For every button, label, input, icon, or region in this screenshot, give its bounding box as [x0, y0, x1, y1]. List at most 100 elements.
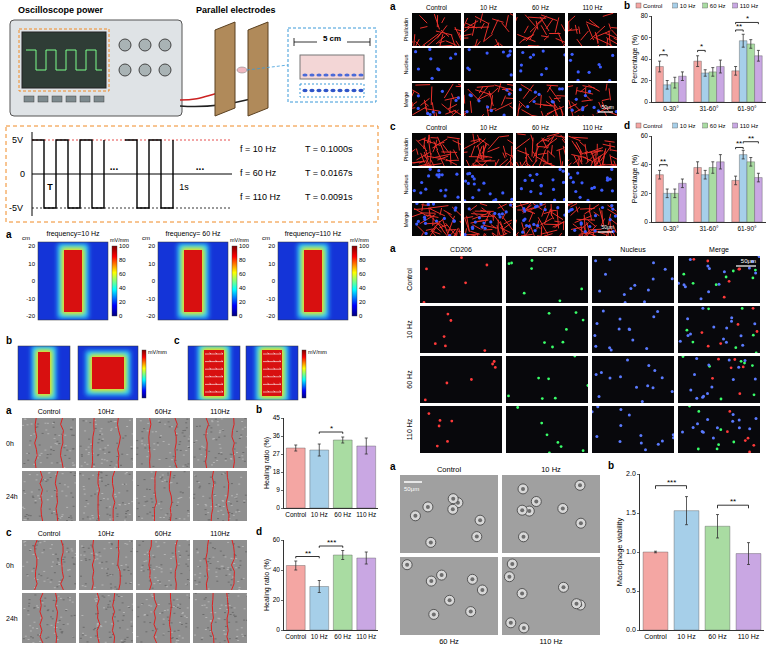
svg-text:-20: -20	[146, 313, 155, 319]
svg-text:Nucleus: Nucleus	[620, 246, 646, 253]
svg-text:a: a	[390, 461, 396, 472]
svg-text:-10: -10	[146, 296, 155, 302]
svg-text:Control: Control	[426, 124, 448, 131]
svg-text:...: ...	[110, 161, 119, 172]
svg-text:mV/mm: mV/mm	[308, 349, 327, 355]
svg-text:60 Hz: 60 Hz	[532, 4, 549, 11]
svg-text:-20: -20	[266, 313, 275, 319]
svg-text:110 Hz: 110 Hz	[740, 3, 759, 9]
svg-text:frequency=10 Hz: frequency=10 Hz	[46, 230, 100, 238]
svg-text:Phalloidin: Phalloidin	[403, 18, 409, 42]
svg-text:**: **	[305, 549, 311, 558]
svg-text:Control: Control	[38, 530, 61, 537]
svg-text:Oscilloscope power: Oscilloscope power	[18, 5, 104, 15]
svg-text:frequency= 60 Hz: frequency= 60 Hz	[165, 230, 221, 238]
svg-text:110Hz: 110Hz	[210, 408, 230, 415]
svg-text:0: 0	[20, 169, 25, 179]
svg-text:0: 0	[272, 278, 276, 284]
svg-text:80: 80	[119, 257, 126, 263]
svg-text:18: 18	[273, 468, 281, 475]
svg-text:50μm: 50μm	[741, 258, 756, 264]
svg-text:**: **	[748, 134, 754, 143]
svg-text:10Hz: 10Hz	[98, 530, 115, 537]
svg-text:Merge: Merge	[403, 212, 409, 228]
svg-text:0-30°: 0-30°	[663, 225, 679, 232]
svg-text:10 Hz: 10 Hz	[480, 124, 497, 131]
svg-text:0: 0	[276, 504, 280, 511]
svg-text:40: 40	[641, 55, 649, 62]
svg-text:60: 60	[641, 132, 649, 139]
svg-text:5V: 5V	[12, 135, 23, 145]
svg-text:60 Hz: 60 Hz	[708, 633, 727, 640]
svg-text:mV/mm: mV/mm	[148, 349, 167, 355]
svg-text:100: 100	[359, 243, 370, 249]
svg-text:T = 0.0091s: T = 0.0091s	[305, 192, 353, 202]
svg-text:Control: Control	[643, 3, 662, 9]
svg-text:frequency=110 Hz: frequency=110 Hz	[285, 230, 342, 238]
svg-text:80: 80	[359, 257, 366, 263]
svg-text:110 Hz: 110 Hz	[356, 633, 376, 640]
svg-text:31-60°: 31-60°	[699, 225, 719, 232]
svg-text:10: 10	[148, 261, 155, 267]
svg-text:10 Hz: 10 Hz	[311, 511, 328, 518]
svg-text:1.5: 1.5	[626, 509, 636, 516]
svg-text:40: 40	[641, 161, 649, 168]
svg-text:-20: -20	[26, 313, 35, 319]
svg-text:***: ***	[667, 478, 676, 487]
svg-text:10 Hz: 10 Hz	[541, 465, 561, 474]
svg-text:0.5: 0.5	[626, 587, 636, 594]
svg-text:0: 0	[644, 98, 648, 105]
svg-text:*: *	[330, 424, 333, 433]
svg-text:40: 40	[273, 566, 281, 573]
svg-text:Control: Control	[644, 633, 667, 640]
svg-text:1s: 1s	[179, 182, 189, 192]
svg-text:110 Hz: 110 Hz	[738, 633, 760, 640]
svg-text:36: 36	[273, 432, 281, 439]
svg-text:24h: 24h	[6, 615, 18, 622]
svg-text:60 Hz: 60 Hz	[334, 511, 351, 518]
svg-text:40: 40	[359, 285, 366, 291]
svg-text:a: a	[390, 1, 396, 12]
svg-text:110 Hz: 110 Hz	[356, 511, 376, 518]
svg-text:a: a	[6, 405, 12, 416]
svg-text:40: 40	[239, 285, 246, 291]
svg-text:Control: Control	[285, 511, 307, 518]
svg-text:0: 0	[32, 278, 36, 284]
svg-text:f = 110 Hz: f = 110 Hz	[240, 192, 281, 202]
svg-text:T: T	[47, 182, 53, 192]
svg-text:Control: Control	[426, 4, 448, 11]
svg-text:110Hz: 110Hz	[210, 530, 230, 537]
svg-text:10 Hz: 10 Hz	[311, 633, 328, 640]
svg-text:0h: 0h	[6, 562, 14, 569]
svg-text:Merge: Merge	[403, 92, 409, 108]
svg-text:cm: cm	[262, 235, 270, 241]
svg-text:2.0: 2.0	[626, 470, 636, 477]
svg-text:**: **	[736, 22, 742, 31]
svg-text:0: 0	[276, 626, 280, 633]
svg-text:*: *	[746, 14, 749, 23]
svg-text:Merge: Merge	[709, 246, 729, 254]
svg-text:10: 10	[28, 261, 35, 267]
svg-text:Control: Control	[38, 408, 61, 415]
svg-text:CCR7: CCR7	[537, 246, 556, 253]
svg-text:10: 10	[268, 261, 275, 267]
svg-text:60Hz: 60Hz	[155, 530, 172, 537]
svg-text:***: ***	[327, 538, 336, 547]
svg-text:60: 60	[359, 271, 366, 277]
svg-text:CD206: CD206	[450, 246, 472, 253]
svg-text:20: 20	[273, 596, 281, 603]
svg-text:d: d	[624, 120, 630, 131]
svg-text:0h: 0h	[6, 440, 14, 447]
svg-text:...: ...	[196, 161, 205, 172]
svg-text:f = 10 Hz: f = 10 Hz	[240, 144, 277, 154]
svg-text:b: b	[624, 0, 630, 11]
svg-text:45: 45	[273, 414, 281, 421]
svg-text:**: **	[660, 157, 666, 166]
svg-text:31-60°: 31-60°	[699, 105, 719, 112]
svg-text:c: c	[390, 121, 396, 132]
svg-text:0: 0	[644, 218, 648, 225]
svg-text:b: b	[256, 404, 262, 415]
svg-text:0-30°: 0-30°	[663, 105, 679, 112]
svg-text:Control: Control	[437, 465, 462, 474]
svg-text:Control: Control	[285, 633, 307, 640]
